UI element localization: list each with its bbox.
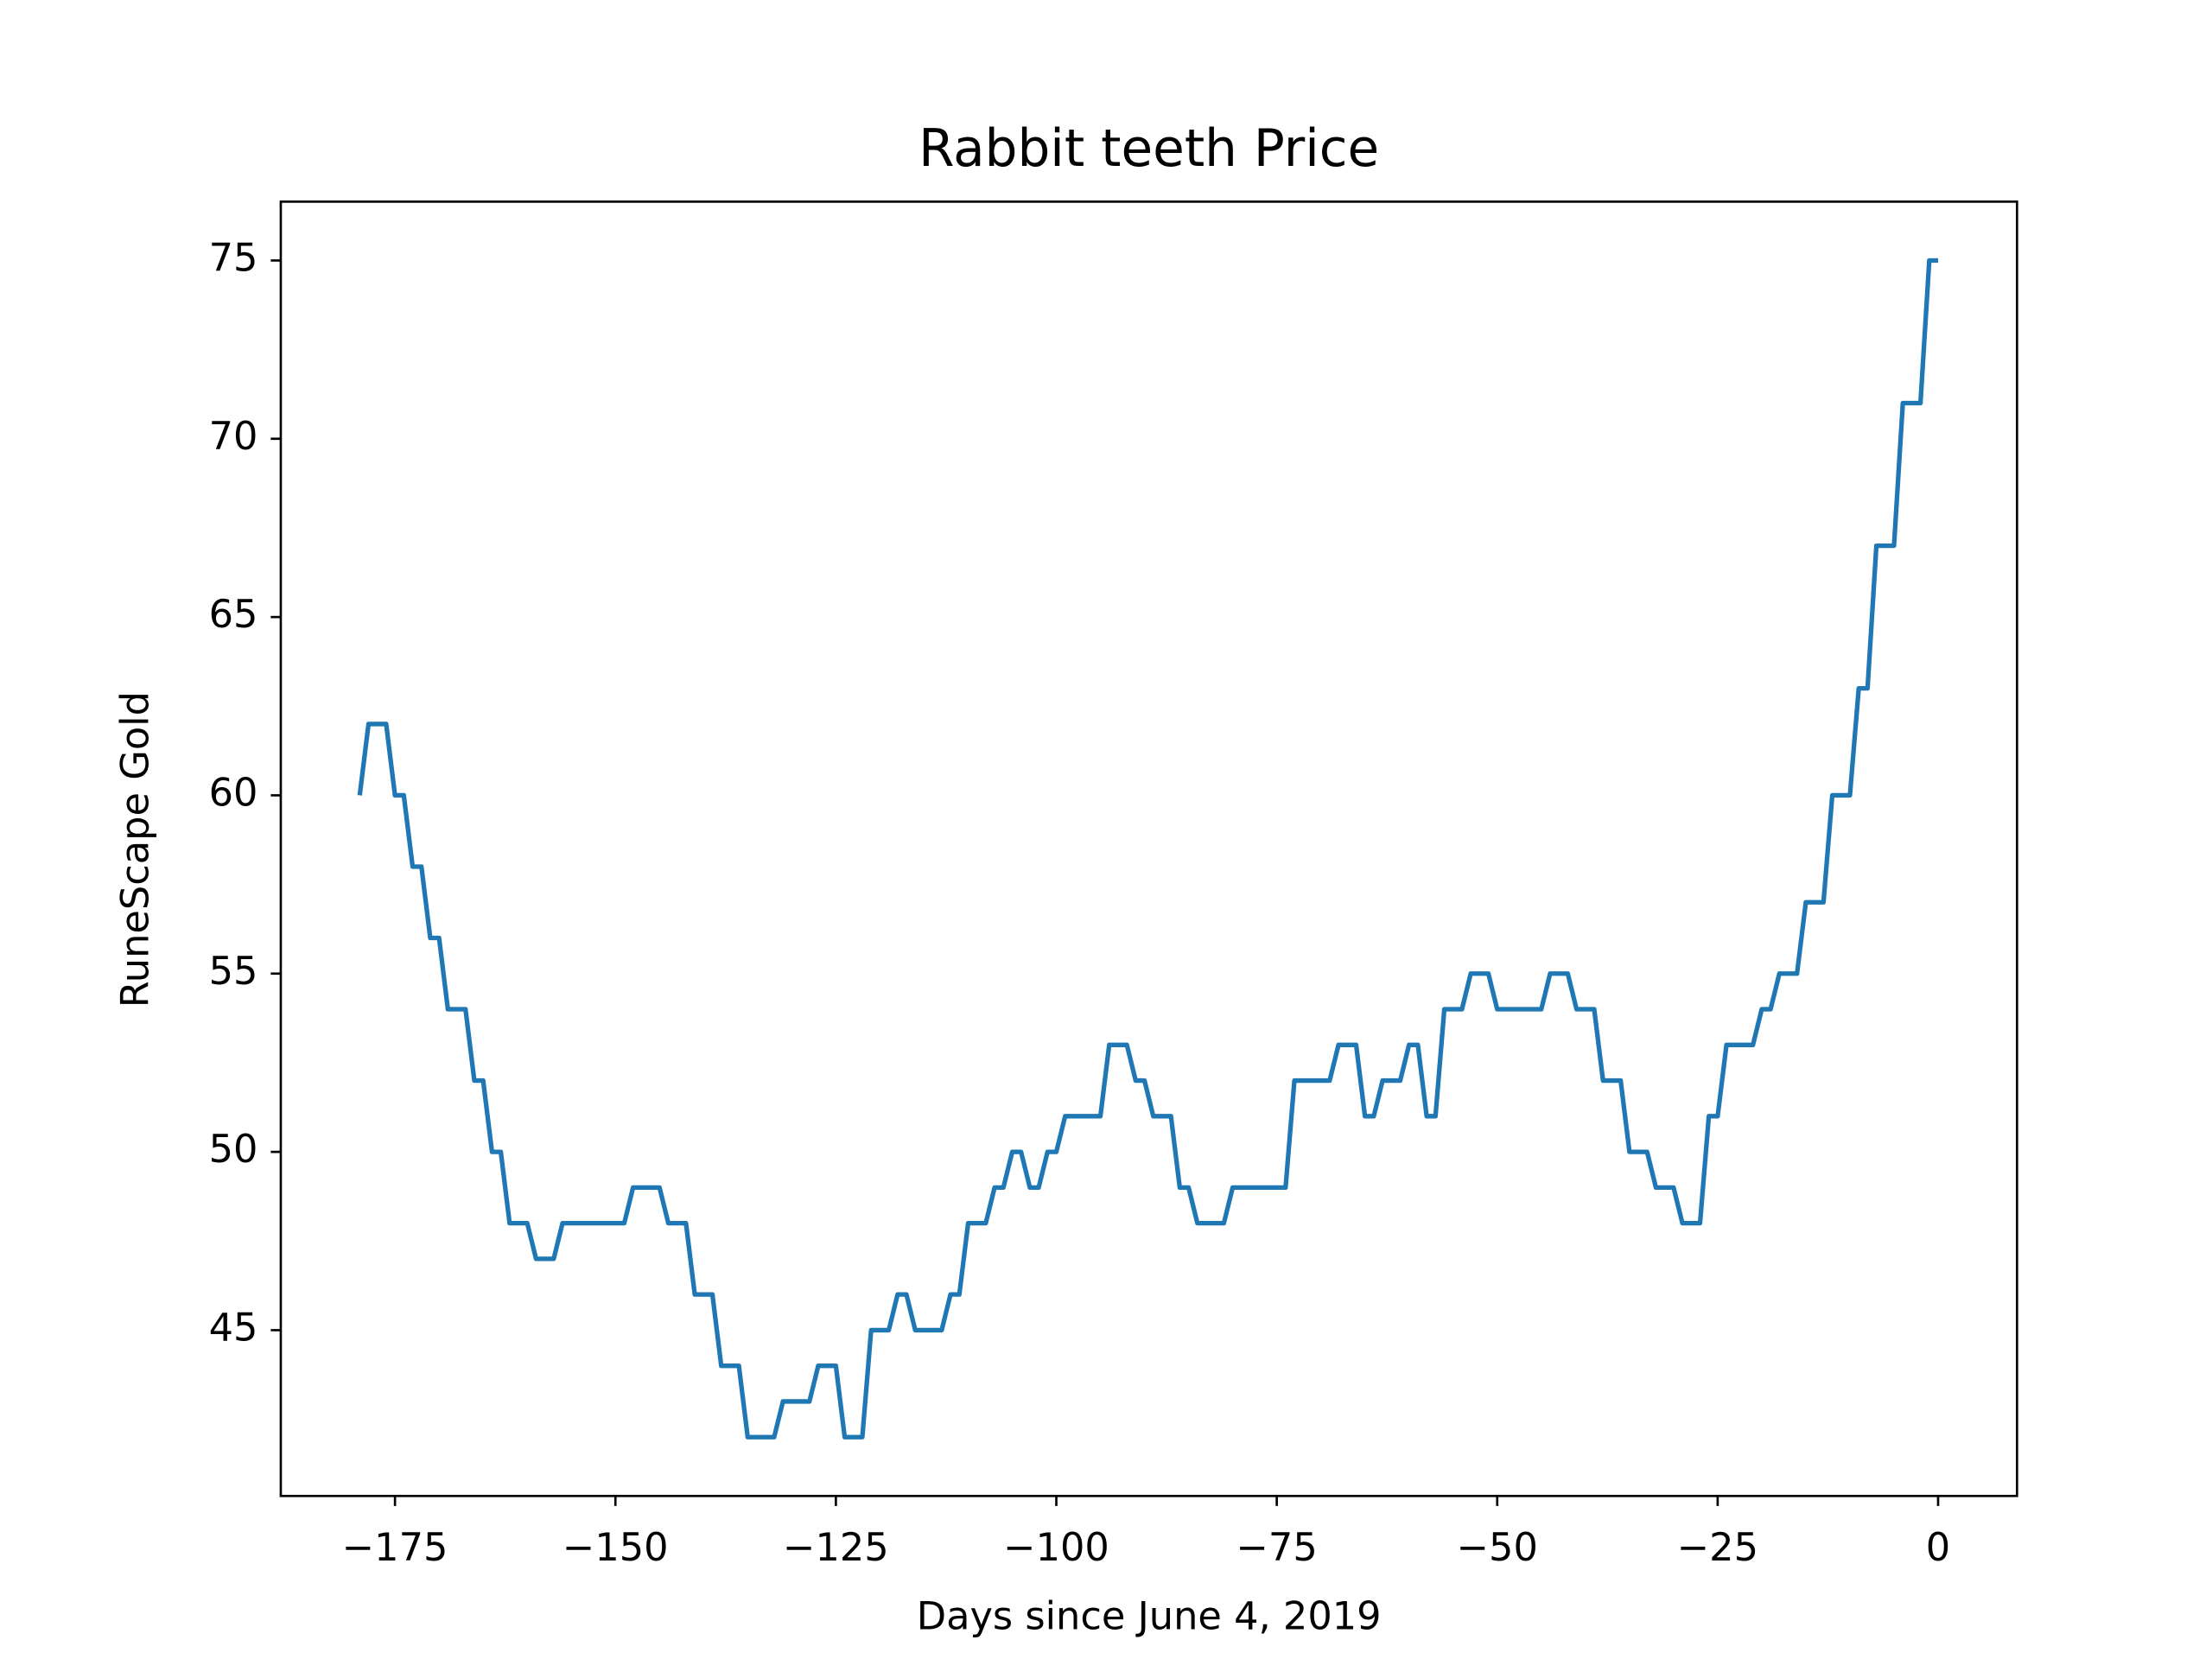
y-tick-label: 65 bbox=[209, 592, 258, 637]
x-tick-label: −50 bbox=[1457, 1525, 1538, 1570]
y-tick-label: 50 bbox=[209, 1127, 258, 1172]
price-line bbox=[357, 257, 1939, 1440]
x-tick-label: −75 bbox=[1236, 1525, 1317, 1570]
y-tick-label: 75 bbox=[209, 235, 258, 280]
x-tick-label: −25 bbox=[1677, 1525, 1758, 1570]
x-tick-label: 0 bbox=[1926, 1525, 1950, 1570]
plot-frame bbox=[279, 200, 2018, 1497]
y-axis-label: RuneScape Gold bbox=[112, 691, 157, 1007]
y-tick-label: 55 bbox=[209, 949, 258, 994]
y-tick-label: 60 bbox=[209, 770, 258, 815]
y-tick-label: 45 bbox=[209, 1305, 258, 1350]
x-tick-label: −175 bbox=[342, 1525, 448, 1570]
chart-title: Rabbit teeth Price bbox=[918, 119, 1379, 179]
x-tick-label: −125 bbox=[783, 1525, 889, 1570]
y-tick-label: 70 bbox=[209, 414, 258, 459]
x-tick-label: −150 bbox=[563, 1525, 669, 1570]
x-tick-label: −100 bbox=[1003, 1525, 1109, 1570]
x-axis-label: Days since June 4, 2019 bbox=[917, 1594, 1382, 1639]
